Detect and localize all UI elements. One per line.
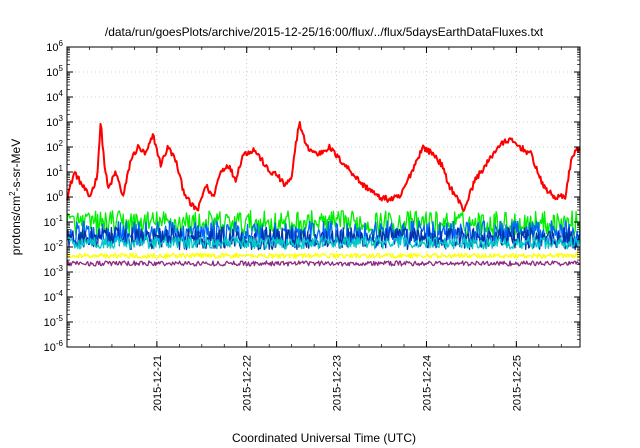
- y-tick-labels: 10-6 10-5 10-4 10-3 10-2 10-1 100 101 102 103 104 1…: [44, 39, 64, 354]
- y-tick-label: 103: [46, 114, 63, 129]
- y-tick-label: 104: [46, 89, 63, 104]
- axis-ticks: [66, 46, 580, 348]
- series-line: [66, 121, 581, 212]
- y-tick-label: 101: [46, 164, 63, 179]
- y-tick-label: 10-1: [44, 214, 64, 229]
- x-tick-label: 2015-12-21: [152, 355, 164, 411]
- y-tick-label: 10-6: [44, 339, 64, 354]
- y-tick-label: 10-5: [44, 314, 64, 329]
- x-axis-label: Coordinated Universal Time (UTC): [232, 431, 416, 445]
- x-tick-label: 2015-12-22: [242, 355, 254, 411]
- series-line: [66, 210, 581, 237]
- y-tick-label: 102: [46, 139, 63, 154]
- x-tick-label: 2015-12-23: [332, 355, 344, 411]
- y-axis-label: protons/cm2-s-sr-MeV: [8, 139, 23, 255]
- series-line: [66, 235, 581, 250]
- y-tick-label: 10-4: [44, 289, 64, 304]
- chart-title-text: /data/run/goesPlots/archive/2015-12-25/1…: [105, 25, 544, 39]
- x-tick-label: 2015-12-25: [511, 355, 523, 411]
- y-tick-label: 105: [46, 64, 63, 79]
- series-line: [66, 220, 581, 247]
- y-tick-label: 106: [46, 39, 63, 54]
- series-line: [66, 260, 581, 267]
- series-line: [66, 252, 581, 259]
- y-tick-label: 100: [46, 189, 63, 204]
- grid-lines: [67, 47, 580, 347]
- x-tick-labels: 2015-12-21 2015-12-22 2015-12-23 2015-12-24…: [152, 355, 523, 411]
- chart-title: /data/run/goesPlots/archive/2015-12-25/1…: [105, 25, 544, 39]
- y-tick-label: 10-2: [44, 239, 64, 254]
- data-series: [66, 121, 581, 267]
- y-tick-label: 10-3: [44, 264, 64, 279]
- x-tick-label: 2015-12-24: [421, 355, 433, 411]
